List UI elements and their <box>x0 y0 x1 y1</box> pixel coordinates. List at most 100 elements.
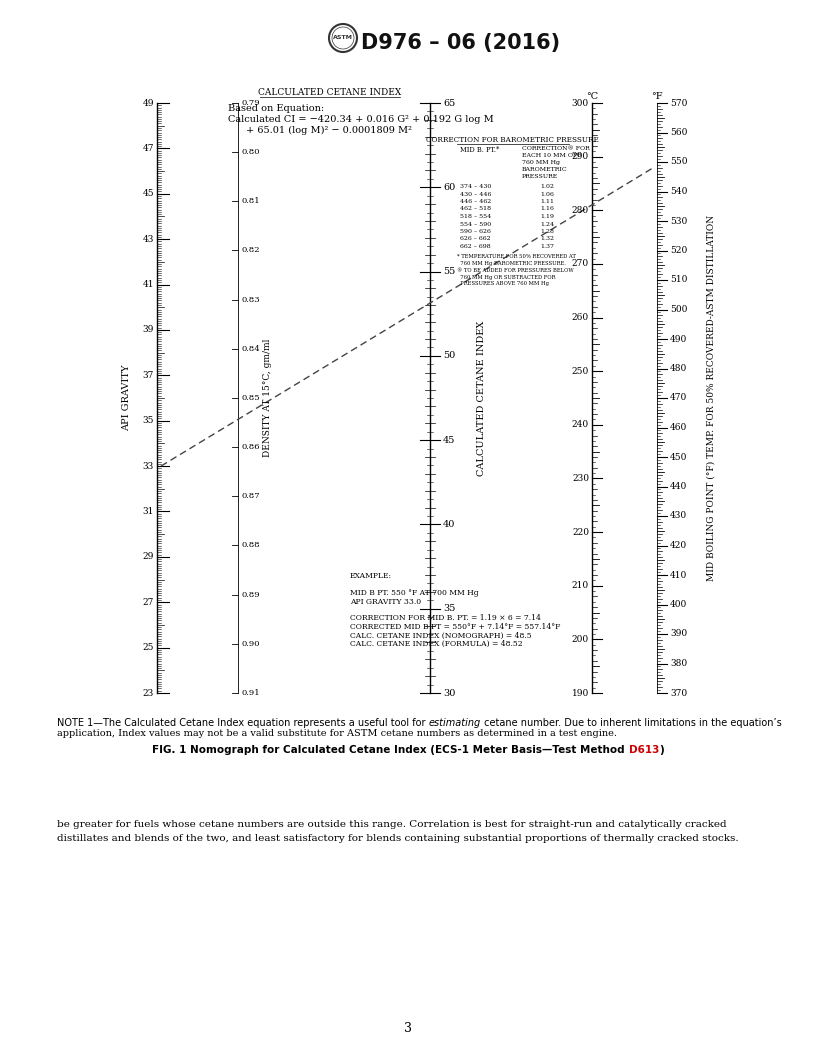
Text: API GRAVITY: API GRAVITY <box>122 364 131 431</box>
Text: 40: 40 <box>443 520 455 529</box>
Text: 462 – 518: 462 – 518 <box>460 207 491 211</box>
Text: 446 – 462: 446 – 462 <box>460 199 491 204</box>
Text: °C: °C <box>586 92 598 101</box>
Text: EXAMPLE:: EXAMPLE: <box>350 572 392 580</box>
Text: 200: 200 <box>572 635 589 644</box>
Text: 410: 410 <box>670 570 687 580</box>
Text: 290: 290 <box>572 152 589 162</box>
Text: °F: °F <box>651 92 663 101</box>
Text: 250: 250 <box>572 366 589 376</box>
Text: 0.80: 0.80 <box>242 148 260 156</box>
Text: NOTE 1—The Calculated Cetane Index equation represents a useful tool for: NOTE 1—The Calculated Cetane Index equat… <box>57 718 428 728</box>
Text: 662 – 698: 662 – 698 <box>460 244 490 249</box>
Text: 500: 500 <box>670 305 687 314</box>
Text: 1.06: 1.06 <box>540 191 554 196</box>
Text: 190: 190 <box>572 689 589 698</box>
Text: + 65.01 (log M)² − 0.0001809 M²: + 65.01 (log M)² − 0.0001809 M² <box>246 126 412 135</box>
Text: 1.32: 1.32 <box>540 237 554 242</box>
Text: 1.11: 1.11 <box>540 199 554 204</box>
Text: 760 MM Hg OR SUBTRACTED FOR: 760 MM Hg OR SUBTRACTED FOR <box>457 275 556 280</box>
Text: CALCULATED CETANE INDEX: CALCULATED CETANE INDEX <box>477 320 486 475</box>
Text: MID B PT. 550 °F AT 700 MM Hg: MID B PT. 550 °F AT 700 MM Hg <box>350 589 479 597</box>
Text: 230: 230 <box>572 474 589 483</box>
Text: 1.37: 1.37 <box>540 244 554 249</box>
Text: 1.24: 1.24 <box>540 222 554 226</box>
Text: 554 – 590: 554 – 590 <box>460 222 491 226</box>
Text: 590 – 626: 590 – 626 <box>460 229 491 234</box>
Text: MID BOILING POINT (°F) TEMP. FOR 50% RECOVERED-ASTM DISTILLATION: MID BOILING POINT (°F) TEMP. FOR 50% REC… <box>707 215 716 581</box>
Text: 0.85: 0.85 <box>242 394 260 402</box>
Text: 37: 37 <box>143 371 154 380</box>
Text: D976 – 06 (2016): D976 – 06 (2016) <box>361 33 560 53</box>
Text: CALC. CETANE INDEX (FORMULA) = 48.52: CALC. CETANE INDEX (FORMULA) = 48.52 <box>350 640 522 648</box>
Text: MID B. PT.*: MID B. PT.* <box>460 146 499 154</box>
Text: 480: 480 <box>670 364 687 373</box>
Text: PRESSURES ABOVE 760 MM Hg: PRESSURES ABOVE 760 MM Hg <box>457 281 549 285</box>
Text: 35: 35 <box>143 416 154 426</box>
Text: 518 – 554: 518 – 554 <box>460 214 491 219</box>
Text: ASTM: ASTM <box>333 35 353 40</box>
Text: 520: 520 <box>670 246 687 254</box>
Text: 45: 45 <box>142 189 154 199</box>
Text: 240: 240 <box>572 420 589 430</box>
Text: 1.16: 1.16 <box>540 207 554 211</box>
Text: 374 – 430: 374 – 430 <box>460 184 491 189</box>
Text: 23: 23 <box>143 689 154 698</box>
Text: 450: 450 <box>670 453 687 461</box>
Text: 33: 33 <box>143 461 154 471</box>
Text: cetane number. Due to inherent limitations in the equation’s: cetane number. Due to inherent limitatio… <box>481 718 782 728</box>
Text: 60: 60 <box>443 183 455 192</box>
Text: estimating: estimating <box>428 718 481 728</box>
Text: 0.79: 0.79 <box>242 99 260 107</box>
Text: 0.82: 0.82 <box>242 246 260 254</box>
Text: 0.88: 0.88 <box>242 542 260 549</box>
Text: 0.91: 0.91 <box>242 689 260 697</box>
Text: Calculated CI = −420.34 + 0.016 G² + 0.192 G log M: Calculated CI = −420.34 + 0.016 G² + 0.1… <box>228 115 494 124</box>
Text: 25: 25 <box>143 643 154 653</box>
Text: 55: 55 <box>443 267 455 276</box>
Text: FIG. 1 Nomograph for Calculated Cetane Index (ECS-1 Meter Basis—Test Method D613: FIG. 1 Nomograph for Calculated Cetane I… <box>153 744 663 755</box>
Text: EACH 10 MM OFF: EACH 10 MM OFF <box>522 153 582 158</box>
Text: CORRECTION FOR MID B. PT. = 1.19 × 6 = 7.14: CORRECTION FOR MID B. PT. = 1.19 × 6 = 7… <box>350 615 541 622</box>
Text: 380: 380 <box>670 659 687 668</box>
Text: 65: 65 <box>443 98 455 108</box>
Text: 220: 220 <box>572 528 589 536</box>
Text: 1.19: 1.19 <box>540 214 554 219</box>
Text: 470: 470 <box>670 394 687 402</box>
Text: 570: 570 <box>670 98 687 108</box>
Text: 530: 530 <box>670 216 687 226</box>
Text: 35: 35 <box>443 604 455 614</box>
Text: 760 MM Hg BAROMETRIC PRESSURE.: 760 MM Hg BAROMETRIC PRESSURE. <box>457 261 565 265</box>
Text: 47: 47 <box>143 144 154 153</box>
Text: 27: 27 <box>143 598 154 607</box>
Text: be greater for fuels whose cetane numbers are outside this range. Correlation is: be greater for fuels whose cetane number… <box>57 821 726 829</box>
Text: API GRAVITY 33.0: API GRAVITY 33.0 <box>350 598 421 605</box>
Text: CALCULATED CETANE INDEX: CALCULATED CETANE INDEX <box>259 88 401 97</box>
Text: 0.81: 0.81 <box>242 197 260 205</box>
Text: 0.87: 0.87 <box>242 492 260 501</box>
Text: ): ) <box>659 744 663 755</box>
Text: CALC. CETANE INDEX (NOMOGRAPH) = 48.5: CALC. CETANE INDEX (NOMOGRAPH) = 48.5 <box>350 631 532 640</box>
Text: 370: 370 <box>670 689 687 698</box>
Text: 3: 3 <box>404 1022 412 1035</box>
Text: 210: 210 <box>572 581 589 590</box>
Text: DENSITY AT 15°C, gm/ml: DENSITY AT 15°C, gm/ml <box>264 339 273 457</box>
Text: ® TO BE ADDED FOR PRESSURES BELOW: ® TO BE ADDED FOR PRESSURES BELOW <box>457 268 574 274</box>
Text: 400: 400 <box>670 600 687 609</box>
Text: 270: 270 <box>572 260 589 268</box>
Text: 31: 31 <box>143 507 154 516</box>
Text: * TEMPERATURE FOR 50% RECOVERED AT: * TEMPERATURE FOR 50% RECOVERED AT <box>457 254 576 260</box>
Text: 30: 30 <box>443 689 455 698</box>
Text: 43: 43 <box>143 234 154 244</box>
Text: 550: 550 <box>670 157 688 167</box>
Text: 50: 50 <box>443 352 455 360</box>
Text: 510: 510 <box>670 276 687 284</box>
Text: 29: 29 <box>143 552 154 562</box>
Text: 440: 440 <box>670 482 687 491</box>
Text: 430: 430 <box>670 511 687 521</box>
Text: application, Index values may not be a valid substitute for ASTM cetane numbers : application, Index values may not be a v… <box>57 729 617 738</box>
Text: 390: 390 <box>670 629 687 639</box>
Text: 560: 560 <box>670 128 687 137</box>
Text: 490: 490 <box>670 335 687 343</box>
Text: 49: 49 <box>143 98 154 108</box>
